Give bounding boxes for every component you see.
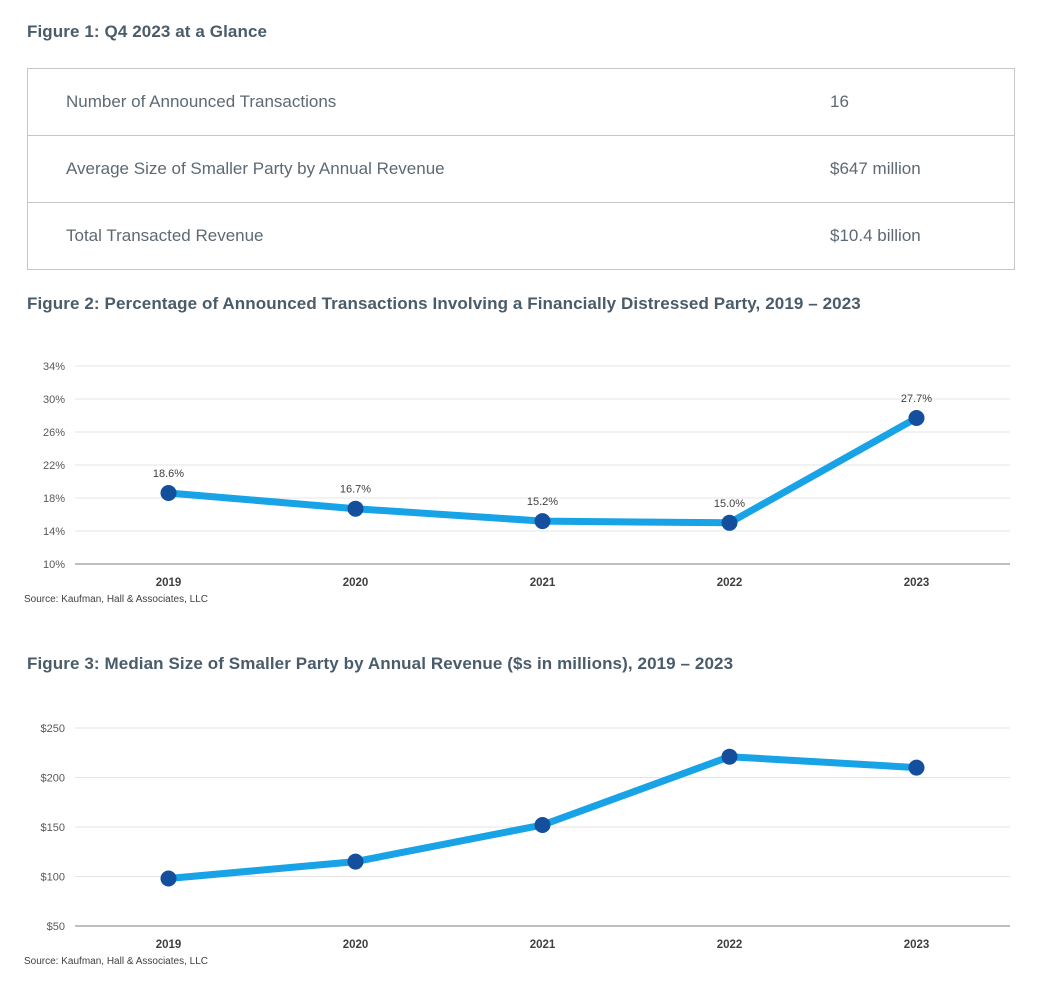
table-row: Total Transacted Revenue $10.4 billion <box>27 202 1015 270</box>
figure3-source: Source: Kaufman, Hall & Associates, LLC <box>24 956 208 967</box>
y-axis-tick: $200 <box>41 773 65 785</box>
table-row: Number of Announced Transactions 16 <box>27 68 1015 136</box>
table-row-label: Number of Announced Transactions <box>27 68 802 136</box>
y-axis-tick: 14% <box>43 526 65 538</box>
data-point <box>721 748 738 765</box>
table-row-value: 16 <box>802 68 1015 136</box>
data-point <box>160 870 177 887</box>
data-point <box>534 817 551 833</box>
data-point <box>908 759 925 776</box>
table-row-label: Total Transacted Revenue <box>27 202 802 270</box>
y-axis-tick: 22% <box>43 460 65 472</box>
data-label: 27.7% <box>901 393 932 405</box>
y-axis-tick: 30% <box>43 394 65 406</box>
y-axis-tick: 26% <box>43 427 65 439</box>
y-axis-tick: 10% <box>43 559 65 571</box>
x-axis-label: 2020 <box>343 577 369 589</box>
data-point <box>721 514 738 531</box>
x-axis-label: 2023 <box>904 577 930 589</box>
x-axis-label: 2019 <box>156 577 182 589</box>
y-axis-tick: $50 <box>47 921 65 933</box>
y-axis-tick: $150 <box>41 822 65 834</box>
x-axis-label: 2022 <box>717 939 743 951</box>
y-axis-tick: $250 <box>41 723 65 735</box>
table-row-value: $647 million <box>802 135 1015 203</box>
figure2-source: Source: Kaufman, Hall & Associates, LLC <box>24 594 208 605</box>
data-point <box>347 853 364 870</box>
y-axis-tick: $100 <box>41 872 65 884</box>
table-row-label: Average Size of Smaller Party by Annual … <box>27 135 802 203</box>
figure3-title: Figure 3: Median Size of Smaller Party b… <box>27 654 734 673</box>
y-axis-tick: 18% <box>43 493 65 505</box>
data-label: 18.6% <box>153 468 184 480</box>
data-point <box>534 513 551 530</box>
glance-table: Number of Announced Transactions 16 Aver… <box>27 68 1015 270</box>
data-point <box>160 485 177 501</box>
figure3-line-chart: $50 $100 $150 $200 $250 2019 2020 2021 2022 2023 <box>41 723 1010 951</box>
x-axis-label: 2021 <box>530 939 556 951</box>
x-axis-label: 2019 <box>156 939 182 951</box>
data-label: 15.2% <box>527 496 558 508</box>
table-row-value: $10.4 billion <box>802 202 1015 270</box>
y-axis-tick: 34% <box>43 361 65 373</box>
figure1-title: Figure 1: Q4 2023 at a Glance <box>27 22 268 41</box>
x-axis-label: 2020 <box>343 939 369 951</box>
data-point <box>908 410 925 426</box>
x-axis-label: 2022 <box>717 577 743 589</box>
x-axis-label: 2021 <box>530 577 556 589</box>
data-label: 15.0% <box>714 498 745 510</box>
data-label: 16.7% <box>340 484 371 496</box>
table-row: Average Size of Smaller Party by Annual … <box>27 135 1015 203</box>
x-axis-label: 2023 <box>904 939 930 951</box>
figure2-line-chart: 10% 14% 18% 22% 26% 30% 34% 18.6% 16.7% 15.2% 15.0… <box>43 361 1010 589</box>
data-point <box>347 500 364 517</box>
figure2-title: Figure 2: Percentage of Announced Transa… <box>27 294 861 313</box>
